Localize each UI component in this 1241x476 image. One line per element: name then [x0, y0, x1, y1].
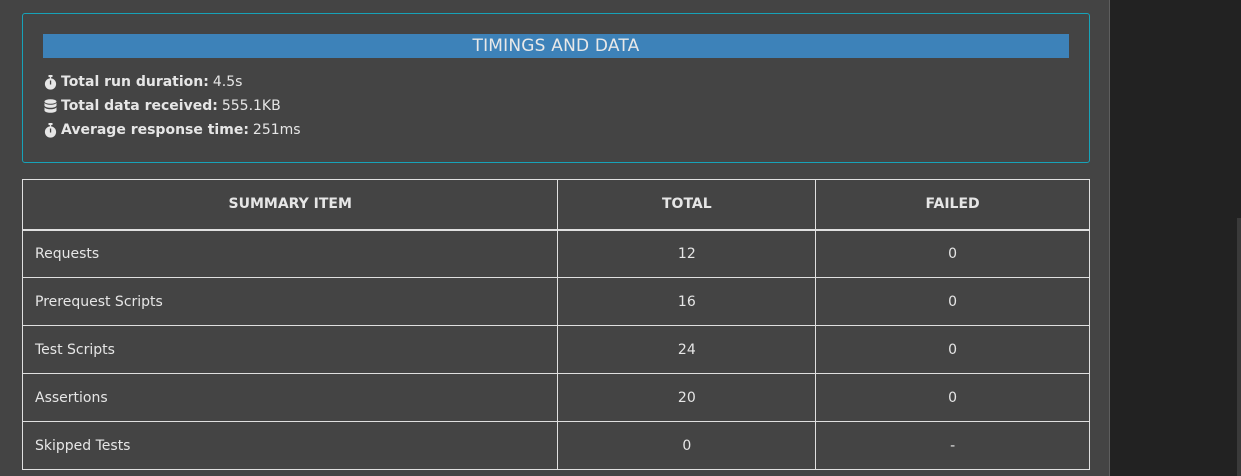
summary-item-cell: Skipped Tests: [21, 421, 559, 470]
stat-value: 4.5s: [212, 74, 243, 90]
database-icon: [43, 98, 57, 114]
stat-value: 251ms: [252, 122, 301, 138]
stat-average-response-time: Average response time: 251ms: [43, 120, 301, 140]
table-row: Prerequest Scripts 16 0: [21, 277, 1090, 326]
table-row: Requests 12 0: [21, 229, 1090, 278]
total-cell: 20: [557, 373, 817, 422]
scrollbar[interactable]: [1237, 218, 1241, 476]
table-row: Test Scripts 24 0: [21, 325, 1090, 374]
table-row: Skipped Tests 0 -: [21, 421, 1090, 470]
timings-title: TIMINGS AND DATA: [43, 34, 1069, 58]
table-header-row: SUMMARY ITEM TOTAL FAILED: [21, 179, 1090, 230]
total-cell: 16: [557, 277, 817, 326]
stat-label: Average response time:: [61, 122, 249, 138]
stat-total-run-duration: Total run duration: 4.5s: [43, 72, 242, 92]
column-header-summary-item: SUMMARY ITEM: [21, 179, 559, 230]
summary-table: SUMMARY ITEM TOTAL FAILED Requests 12 0 …: [21, 179, 1090, 470]
stat-label: Total run duration:: [61, 74, 209, 90]
total-cell: 12: [557, 229, 817, 278]
failed-cell: 0: [815, 373, 1090, 422]
summary-item-cell: Requests: [21, 229, 559, 278]
failed-cell: -: [815, 421, 1090, 470]
stopwatch-icon: [43, 74, 57, 90]
column-header-total: TOTAL: [557, 179, 817, 230]
column-header-failed: FAILED: [815, 179, 1090, 230]
failed-cell: 0: [815, 325, 1090, 374]
stopwatch-icon: [43, 122, 57, 138]
stat-label: Total data received:: [61, 98, 218, 114]
stat-total-data-received: Total data received: 555.1KB: [43, 96, 281, 116]
summary-item-cell: Assertions: [21, 373, 559, 422]
table-row: Assertions 20 0: [21, 373, 1090, 422]
summary-item-cell: Test Scripts: [21, 325, 559, 374]
right-panel: [1111, 0, 1241, 476]
failed-cell: 0: [815, 277, 1090, 326]
summary-item-cell: Prerequest Scripts: [21, 277, 559, 326]
total-cell: 24: [557, 325, 817, 374]
report-page: TIMINGS AND DATA Total run duration: 4.5…: [0, 0, 1110, 476]
total-cell: 0: [557, 421, 817, 470]
timings-card: TIMINGS AND DATA Total run duration: 4.5…: [22, 13, 1090, 163]
failed-cell: 0: [815, 229, 1090, 278]
stat-value: 555.1KB: [221, 98, 281, 114]
